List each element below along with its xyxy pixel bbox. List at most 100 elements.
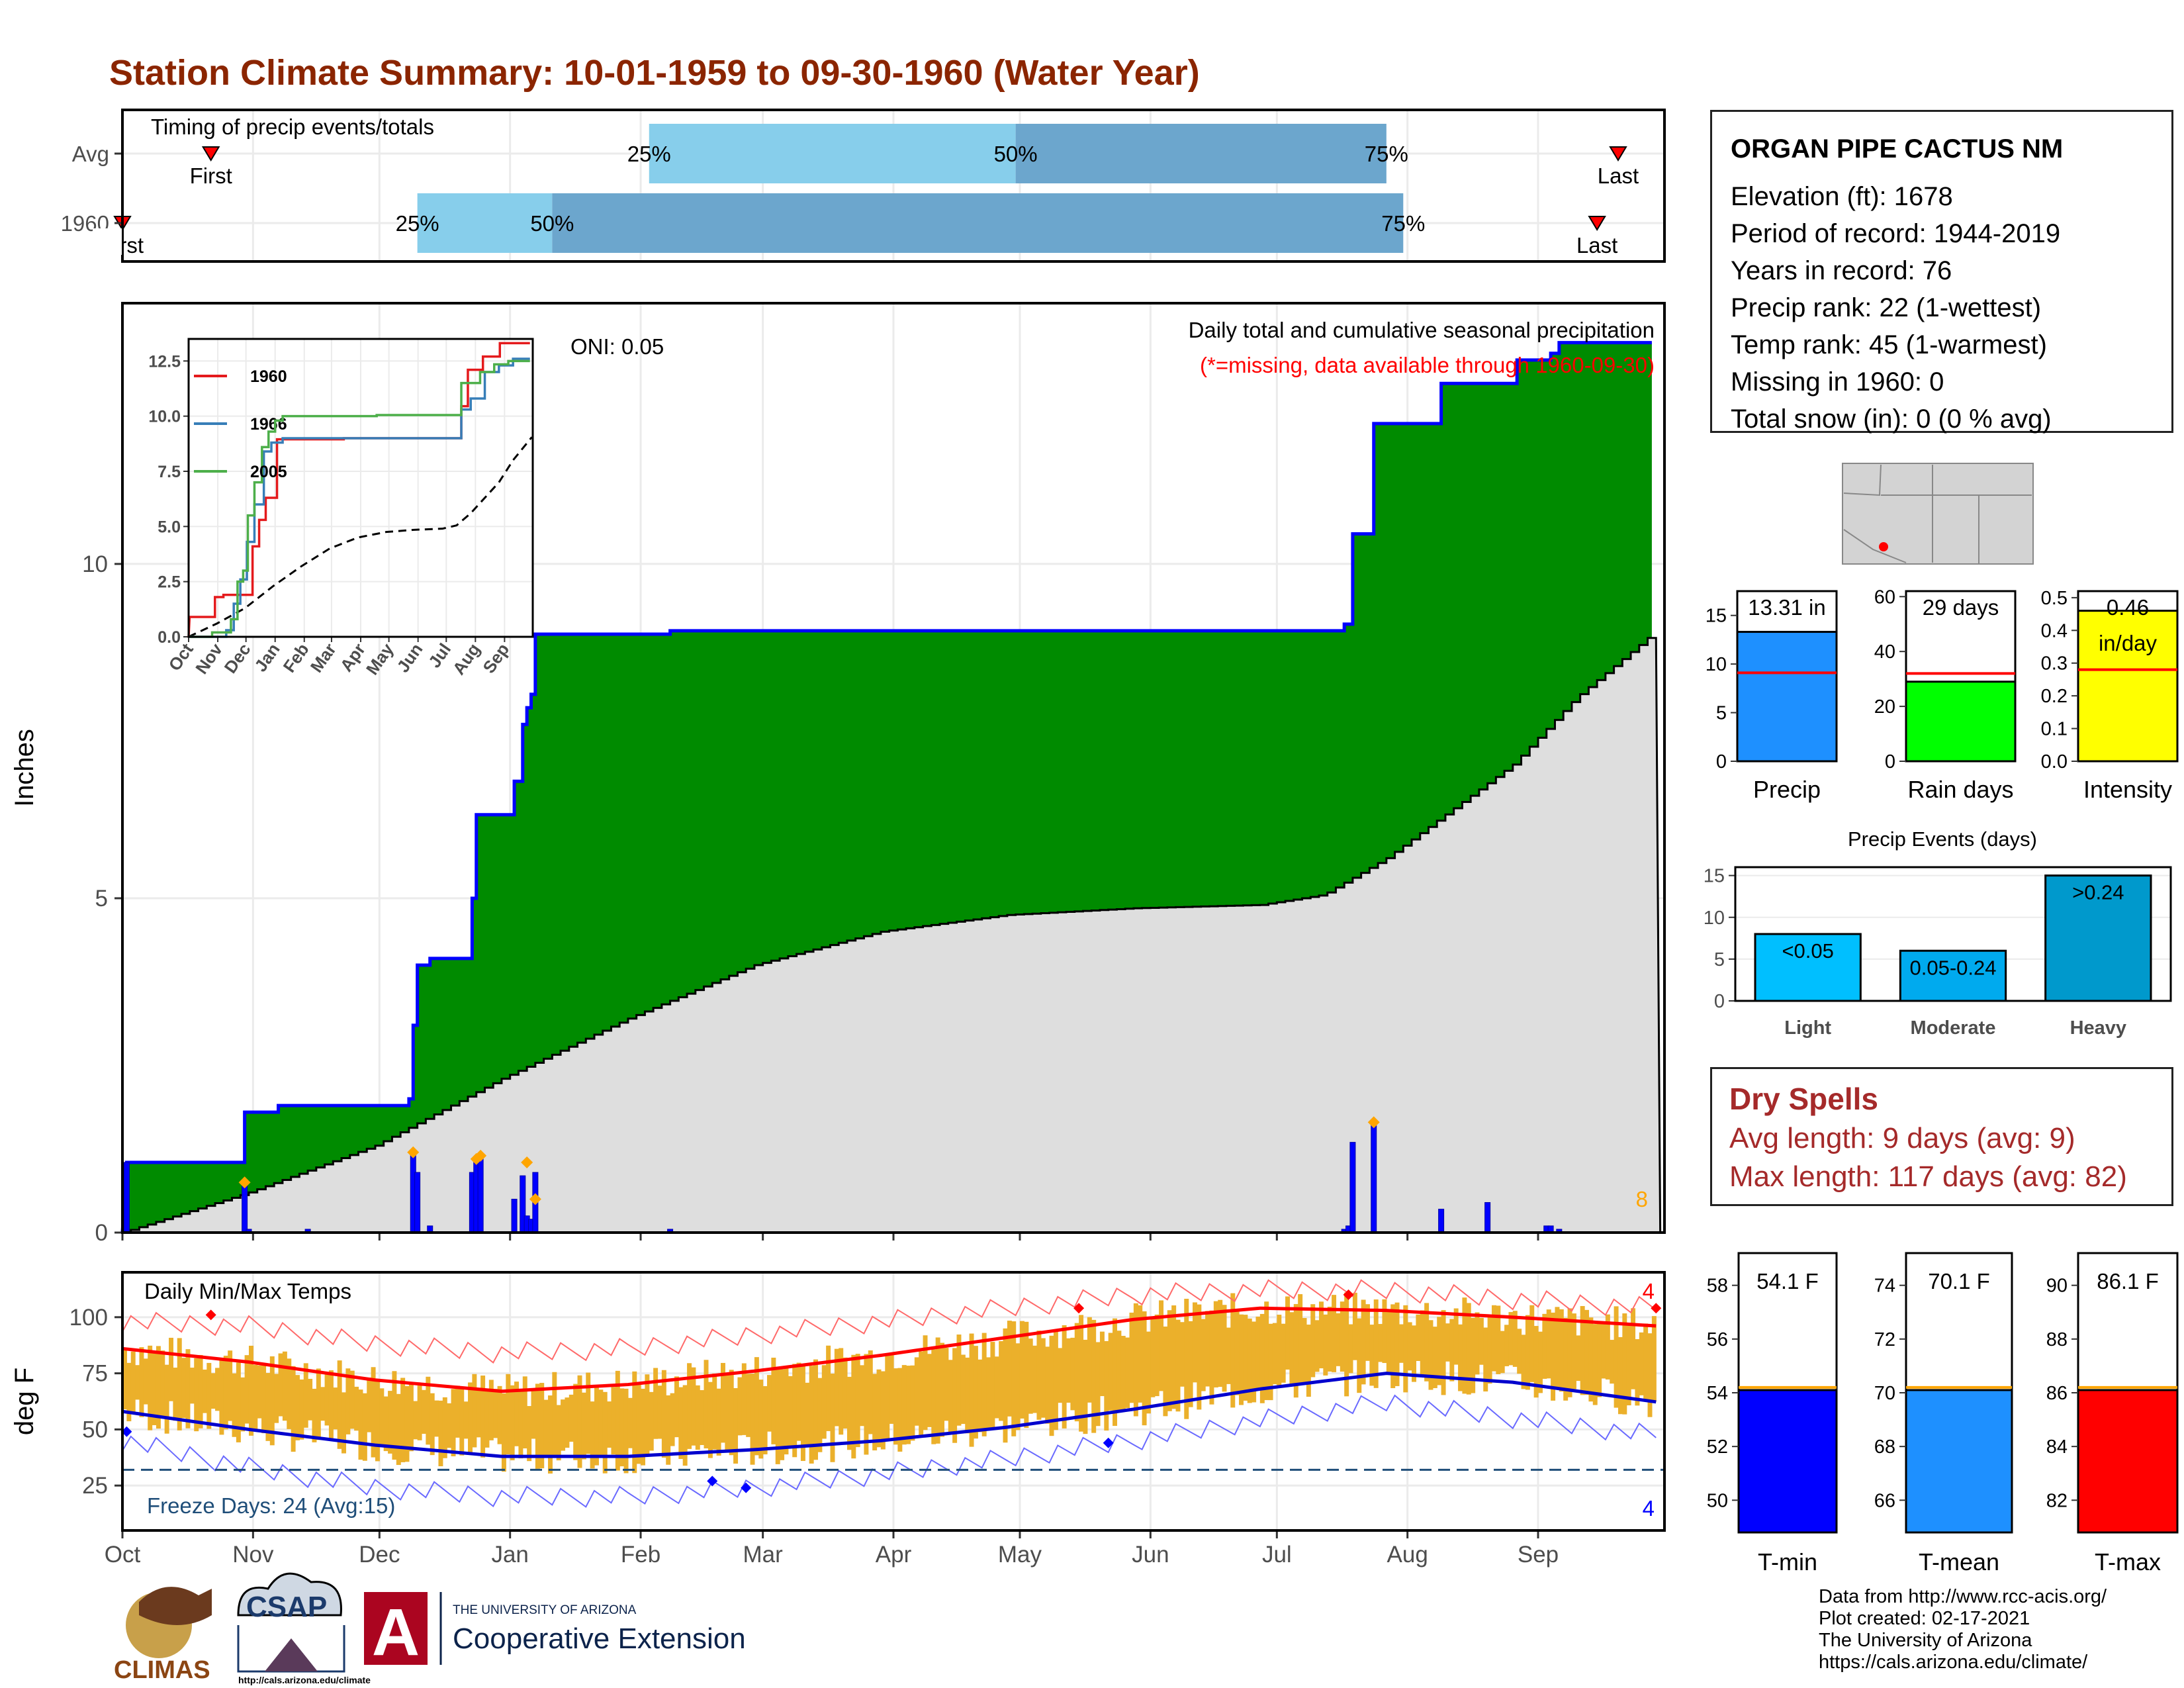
temp-daily-bar (914, 1357, 919, 1426)
dry-spells-max: Max length: 117 days (avg: 82) (1729, 1160, 2127, 1193)
temp-daily-bar (632, 1371, 637, 1474)
timing-pct-label: 75% (1381, 211, 1425, 236)
temp-daily-bar (935, 1337, 940, 1444)
temp-daily-bar (565, 1397, 570, 1448)
temp-daily-bar (202, 1369, 207, 1413)
temp-daily-bar (1310, 1304, 1316, 1378)
inset-avg-line (188, 436, 533, 638)
month-label: Mar (743, 1542, 784, 1568)
temp-daily-bar (1036, 1331, 1042, 1420)
precip-record-marker (529, 1193, 541, 1205)
mini-bar-ytick-label: 0.1 (2041, 719, 2068, 740)
csap-logo-mountain (265, 1638, 318, 1671)
temp-daily-bar (1298, 1294, 1303, 1383)
precip-legend-title: Daily total and cumulative seasonal prec… (1189, 318, 1655, 342)
temp-daily-bar (1281, 1323, 1286, 1383)
info-precip-rank: Precip rank: 22 (1-wettest) (1731, 293, 2042, 322)
temps-title: Daily Min/Max Temps (144, 1279, 351, 1303)
temp-daily-bar (1125, 1337, 1130, 1409)
temp-bar-ytick-label: 66 (1874, 1490, 1895, 1511)
month-label: Sep (1518, 1542, 1559, 1568)
temp-daily-bar (1083, 1339, 1088, 1434)
inset-ytick-label: 2.5 (158, 573, 181, 592)
credit-university: The University of Arizona (1819, 1630, 2032, 1651)
temp-daily-bar (901, 1365, 907, 1445)
temp-bar (1737, 1389, 1838, 1534)
page-title: Station Climate Summary: 10-01-1959 to 0… (109, 53, 1200, 93)
temp-daily-bar (830, 1374, 835, 1462)
temp-daily-bar (362, 1393, 367, 1461)
ua-logo-small-text: THE UNIVERSITY OF ARIZONA (453, 1603, 637, 1617)
temp-bar-ytick-label: 70 (1874, 1383, 1895, 1404)
info-temp-rank: Temp rank: 45 (1-warmest) (1731, 330, 2047, 359)
precip-record-marker (475, 1149, 487, 1162)
temp-daily-bar (257, 1365, 262, 1419)
month-label: Jun (1132, 1542, 1169, 1568)
temp-daily-bar (379, 1388, 385, 1446)
logos: CLIMAS CSAP http://cals.arizona.edu/climat… (114, 463, 2034, 1685)
temp-daily-bar (501, 1393, 506, 1472)
temps-ytick-label: 100 (69, 1305, 108, 1331)
temp-daily-bar (720, 1362, 725, 1443)
temp-daily-bar (1521, 1335, 1526, 1389)
temp-daily-bar (1259, 1313, 1265, 1403)
temp-daily-bar (484, 1389, 490, 1448)
temp-bar-ytick-label: 88 (2046, 1329, 2068, 1350)
precip-daily-bar (1484, 1202, 1491, 1233)
timing-pct-label: 50% (994, 142, 1038, 166)
temp-daily-bar (1533, 1326, 1539, 1398)
temp-bar-ytick-label: 84 (2046, 1436, 2068, 1458)
temp-daily-bar (1314, 1320, 1320, 1372)
temp-bar-name: T-min (1758, 1548, 1817, 1575)
temp-daily-bar (510, 1385, 515, 1460)
temp-daily-bar (1428, 1320, 1433, 1390)
temp-daily-bar (261, 1366, 267, 1434)
temp-daily-bar (1272, 1323, 1277, 1385)
temp-daily-bar (228, 1350, 233, 1421)
temp-daily-bar (851, 1354, 856, 1459)
temp-daily-bar (1344, 1292, 1349, 1397)
temp-daily-bar (1361, 1299, 1366, 1385)
precip-count-label: 8 (1636, 1187, 1648, 1211)
temp-daily-bar (1070, 1337, 1075, 1411)
month-label: Dec (359, 1542, 400, 1568)
temp-daily-bar (531, 1391, 536, 1439)
mini-bar-ytick-label: 40 (1874, 641, 1895, 663)
precip-events-bar-label: <0.05 (1782, 939, 1833, 962)
freeze-days-label: Freeze Days: 24 (Avg:15) (147, 1493, 395, 1518)
temp-daily-bar (1234, 1311, 1240, 1395)
temp-daily-bar (636, 1382, 641, 1464)
credit-data-source: Data from http://www.rcc-acis.org/ (1819, 1586, 2107, 1607)
precip-events-bar (1754, 933, 1862, 1002)
temp-daily-bar (1159, 1300, 1164, 1391)
precip-events-ytick-label: 15 (1704, 866, 1725, 887)
temp-daily-bar (1024, 1321, 1029, 1429)
temp-daily-bar (1209, 1310, 1214, 1405)
temp-daily-bar (1386, 1311, 1391, 1372)
temp-daily-bar (1302, 1318, 1307, 1385)
temp-daily-bar (999, 1341, 1004, 1421)
temp-daily-bar (1365, 1304, 1370, 1361)
temp-daily-bar (308, 1378, 313, 1421)
credits: Data from http://www.rcc-acis.org/ Plot … (1819, 1586, 2107, 1673)
temp-daily-bar (611, 1387, 616, 1455)
temps-max-count: 4 (1643, 1279, 1655, 1303)
temp-daily-bar (1437, 1317, 1442, 1385)
temp-daily-bar (1074, 1323, 1079, 1422)
temp-daily-bar (619, 1388, 625, 1467)
temp-daily-bar (1407, 1322, 1412, 1371)
temp-daily-bar (729, 1370, 734, 1456)
oni-label: ONI: 0.05 (570, 334, 664, 359)
temp-daily-bar (367, 1377, 372, 1432)
temp-daily-bar (1011, 1321, 1017, 1436)
temp-daily-bar (691, 1367, 696, 1446)
temp-daily-bar (860, 1365, 865, 1427)
temp-daily-bar (1378, 1324, 1383, 1362)
temp-daily-bar (447, 1403, 452, 1448)
timing-title: Timing of precip events/totals (151, 115, 434, 139)
dry-spells-box: Dry Spells Avg length: 9 days (avg: 9) M… (1710, 1067, 2173, 1206)
temp-daily-bar (931, 1349, 936, 1444)
inset-series-line (189, 359, 530, 638)
